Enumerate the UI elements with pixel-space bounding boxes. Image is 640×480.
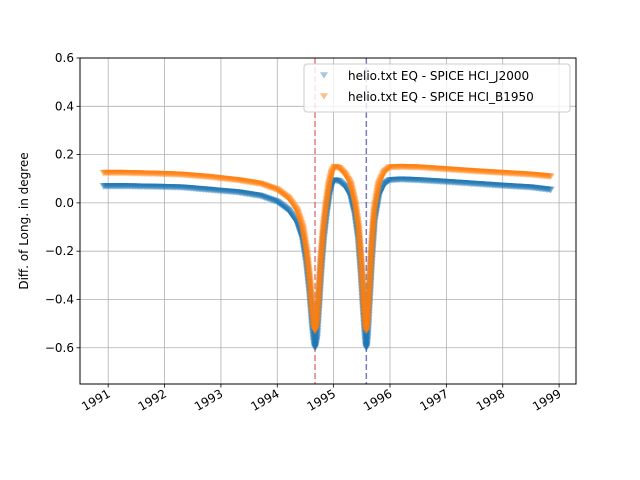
y-axis-ticks: −0.6 −0.4 −0.2 0.0 0.2 0.4 0.6 [45, 51, 80, 355]
y-tick-label: −0.2 [45, 244, 74, 258]
data-point [546, 173, 555, 180]
legend-label: helio.txt EQ - SPICE HCI_J2000 [348, 69, 529, 83]
y-tick-label: 0.2 [55, 148, 74, 162]
y-tick-label: −0.6 [45, 341, 74, 355]
series-2 [99, 163, 555, 335]
y-tick-label: 0.0 [55, 196, 74, 210]
y-tick-label: −0.4 [45, 292, 74, 306]
legend: helio.txt EQ - SPICE HCI_J2000 helio.txt … [303, 63, 571, 113]
data-series [99, 163, 555, 352]
y-tick-label: 0.4 [55, 99, 74, 113]
axes-frame [79, 57, 577, 385]
legend-marker [320, 72, 328, 79]
legend-label: helio.txt EQ - SPICE HCI_B1950 [348, 90, 534, 104]
y-tick-label: 0.6 [55, 51, 74, 65]
y-axis-label: Diff. of Long. in degree [17, 152, 31, 289]
legend-marker [320, 93, 328, 100]
legend-box [303, 63, 571, 113]
data-point [546, 186, 555, 194]
